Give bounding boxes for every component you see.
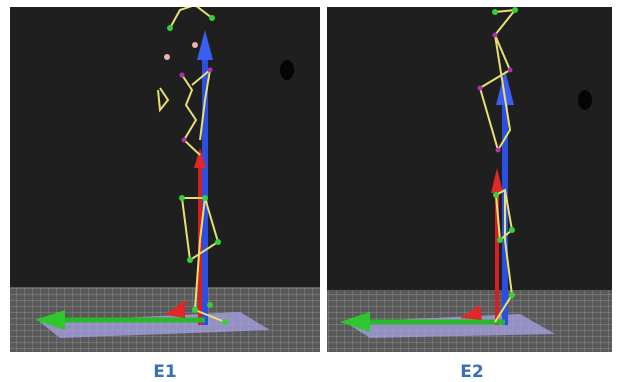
panel-e2 bbox=[327, 7, 612, 352]
figure: E1 E2 bbox=[0, 0, 622, 382]
panel-e1 bbox=[10, 5, 320, 352]
panel-label: E2 bbox=[460, 362, 483, 382]
panel-label: E1 bbox=[153, 362, 176, 382]
